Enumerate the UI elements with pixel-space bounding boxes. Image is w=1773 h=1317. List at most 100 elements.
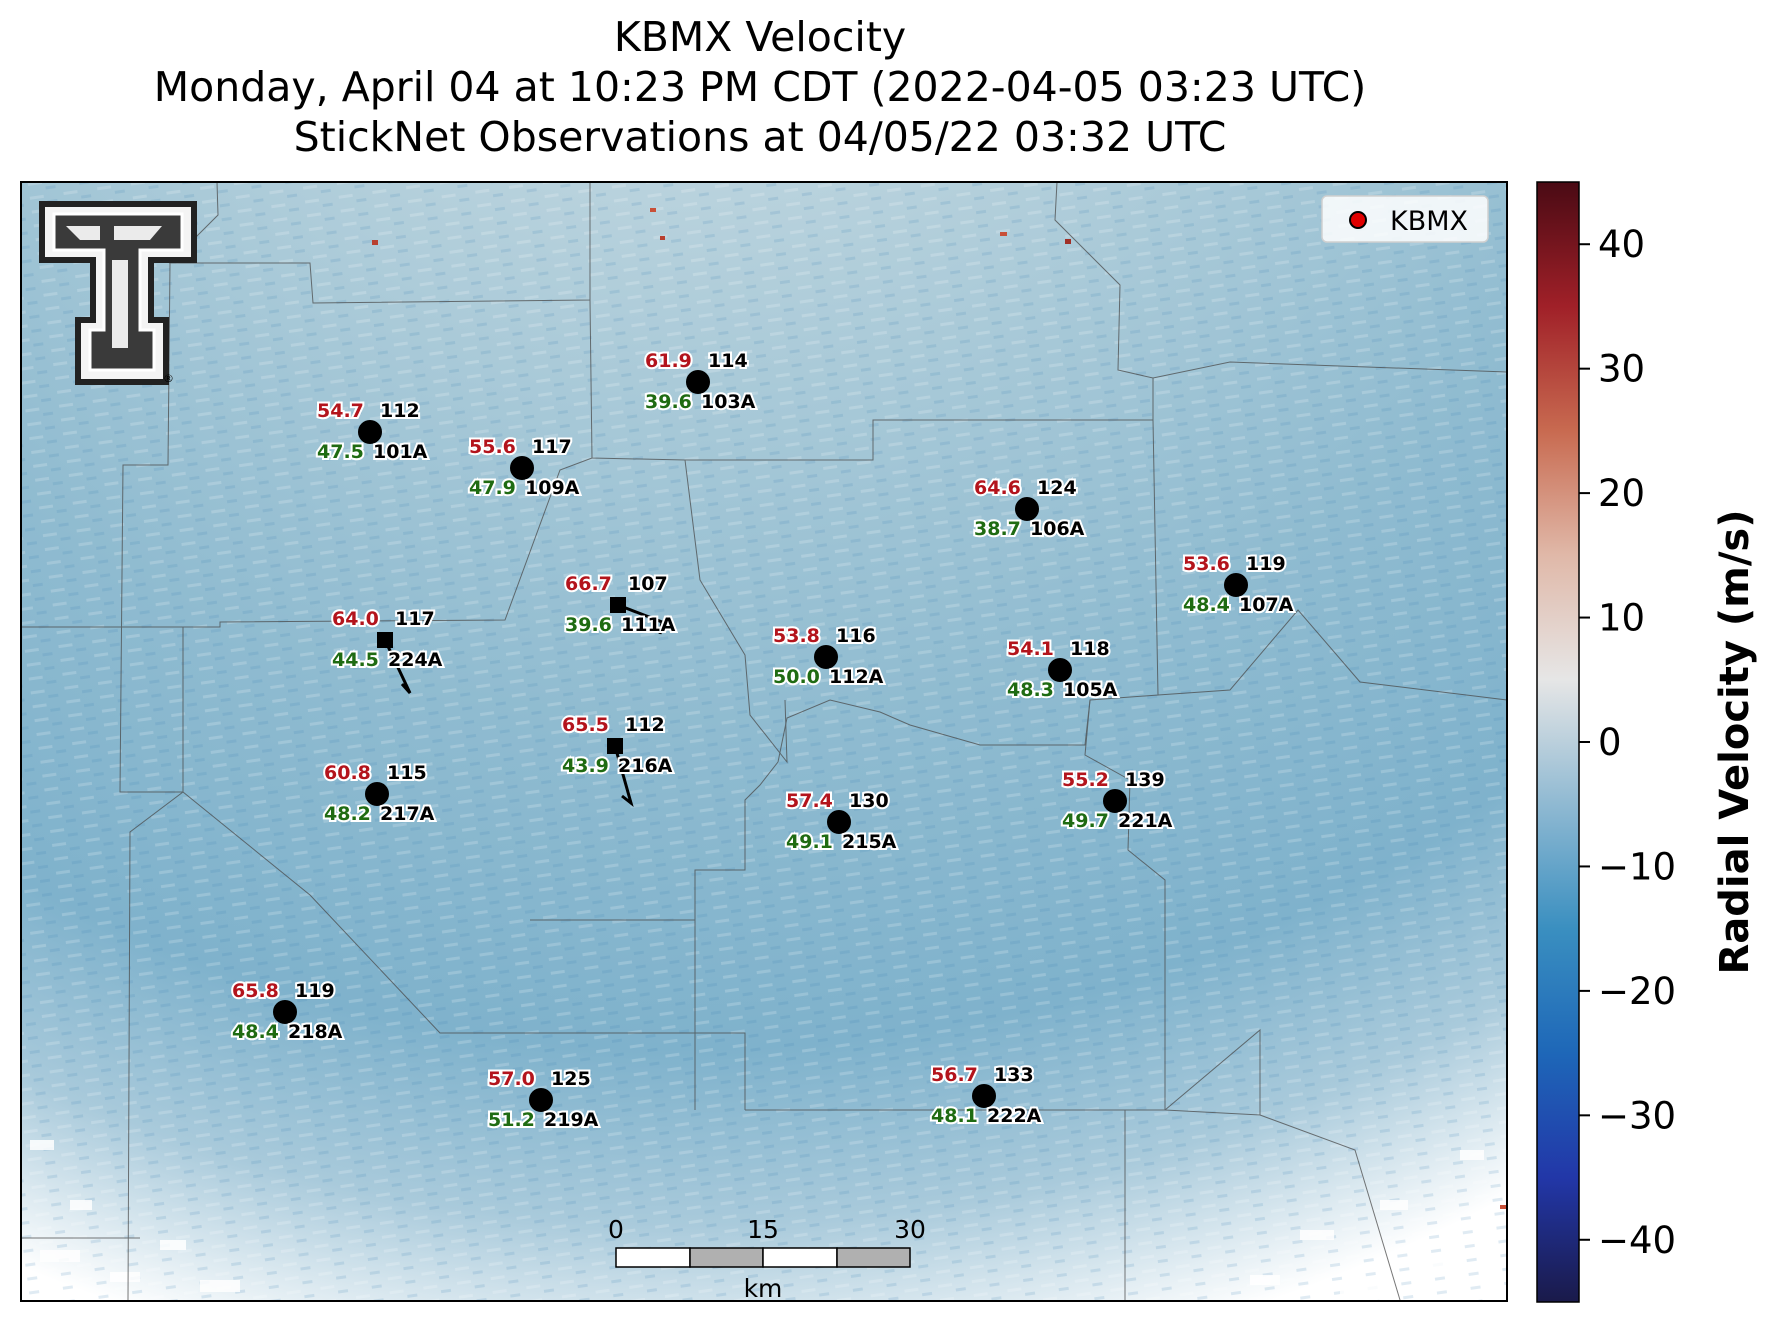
station-circle-marker-icon [972, 1084, 996, 1108]
station-224A[interactable]: 64.0 117 44.5 224A [330, 606, 445, 694]
colorbar-label: Radial Velocity (m/s) [1712, 509, 1758, 974]
station-direction-value: 119 [295, 980, 335, 1002]
station-gust-value: 60.8 [324, 762, 371, 784]
station-106A[interactable]: 64.6 124 38.7 106A [972, 475, 1087, 542]
station-speed-value: 49.7 [1062, 810, 1109, 832]
title-line-2: Monday, April 04 at 10:23 PM CDT (2022-0… [153, 63, 1367, 111]
station-gust-value: 64.0 [332, 608, 379, 630]
station-circle-marker-icon [1015, 497, 1039, 521]
legend: KBMX [1321, 195, 1489, 243]
station-101A[interactable]: 54.7 112 47.5 101A [315, 398, 430, 465]
station-id-label: 216A [618, 755, 673, 777]
station-103A[interactable]: 61.9 114 39.6 103A [643, 348, 758, 415]
station-id-label: 103A [701, 391, 756, 413]
station-direction-value: 119 [1246, 553, 1286, 575]
colorbar-tick-label: −10 [1598, 845, 1676, 888]
station-direction-value: 118 [1070, 638, 1110, 660]
station-circle-marker-icon [1048, 658, 1072, 682]
station-direction-value: 112 [380, 400, 420, 422]
station-215A[interactable]: 57.4 130 49.1 215A [784, 788, 899, 855]
station-speed-value: 49.1 [786, 831, 833, 853]
station-speed-value: 39.6 [645, 391, 692, 413]
station-219A[interactable]: 57.0 125 51.2 219A [486, 1066, 601, 1133]
station-id-label: 107A [1239, 594, 1294, 616]
station-221A[interactable]: 55.2 139 49.7 221A [1060, 767, 1175, 834]
station-circle-marker-icon [1103, 789, 1127, 813]
station-gust-value: 66.7 [565, 573, 612, 595]
scale-label-15: 15 [747, 1215, 779, 1244]
station-112A[interactable]: 53.8 116 50.0 112A [771, 623, 886, 690]
scale-label-0: 0 [608, 1215, 624, 1244]
scale-bar: 0 15 30 km [608, 1215, 926, 1303]
station-107A[interactable]: 53.6 119 48.4 107A [1181, 551, 1296, 618]
station-109A[interactable]: 55.6 117 47.9 109A [467, 434, 582, 501]
station-speed-value: 48.4 [1183, 594, 1230, 616]
colorbar: Radial Velocity (m/s) 40 30 20 10 0 −10 −20 −30… [1536, 181, 1758, 1303]
station-gust-value: 57.0 [488, 1068, 535, 1090]
station-speed-value: 39.6 [565, 614, 612, 636]
colorbar-gradient [1536, 181, 1580, 1303]
station-id-label: 106A [1030, 518, 1085, 540]
station-gust-value: 65.5 [562, 714, 609, 736]
station-218A[interactable]: 65.8 119 48.4 218A [230, 978, 345, 1045]
logo-registered-mark: ® [163, 372, 174, 385]
station-direction-value: 117 [532, 436, 572, 458]
station-gust-value: 53.6 [1183, 553, 1230, 575]
station-217A[interactable]: 60.8 115 48.2 217A [322, 760, 437, 827]
station-circle-marker-icon [529, 1088, 553, 1112]
station-speed-value: 43.9 [562, 755, 609, 777]
station-circle-marker-icon [365, 782, 389, 806]
station-id-label: 109A [525, 477, 580, 499]
county-boundaries [21, 182, 1507, 1301]
station-id-label: 222A [987, 1105, 1042, 1127]
station-gust-value: 64.6 [974, 477, 1021, 499]
station-direction-value: 107 [628, 573, 668, 595]
colorbar-tick-label: −40 [1598, 1219, 1676, 1262]
station-gust-value: 53.8 [773, 625, 820, 647]
radar-texture [21, 182, 1507, 1301]
colorbar-tick-label: 30 [1598, 348, 1645, 391]
radar-noise-pixels [372, 208, 1506, 1209]
colorbar-tick-label: 40 [1598, 223, 1645, 266]
station-speed-value: 50.0 [773, 666, 820, 688]
scale-segment [836, 1247, 911, 1268]
station-square-marker-icon [377, 632, 393, 648]
station-id-label: 217A [380, 803, 435, 825]
scale-label-30: 30 [894, 1215, 926, 1244]
station-speed-value: 48.4 [232, 1021, 279, 1043]
station-gust-value: 61.9 [645, 350, 692, 372]
legend-label: KBMX [1390, 206, 1468, 237]
legend-box [1321, 195, 1489, 243]
station-id-label: 221A [1118, 810, 1173, 832]
station-gust-value: 54.1 [1007, 638, 1054, 660]
station-105A[interactable]: 54.1 118 48.3 105A [1005, 636, 1120, 703]
station-direction-value: 116 [836, 625, 876, 647]
colorbar-tick-label: −20 [1598, 970, 1676, 1013]
station-111A[interactable]: 66.7 107 39.6 111A [563, 571, 678, 638]
wind-barb-icon [617, 603, 664, 635]
station-circle-marker-icon [1224, 573, 1248, 597]
station-222A[interactable]: 56.7 133 48.1 222A [929, 1062, 1044, 1129]
scale-segment [615, 1247, 691, 1268]
station-circle-marker-icon [827, 810, 851, 834]
station-direction-value: 139 [1125, 769, 1165, 791]
station-square-marker-icon [607, 738, 623, 754]
station-circle-marker-icon [686, 370, 710, 394]
station-gust-value: 55.2 [1062, 769, 1109, 791]
colorbar-tick-label: 0 [1598, 721, 1622, 764]
station-speed-value: 38.7 [974, 518, 1021, 540]
station-direction-value: 117 [395, 608, 435, 630]
station-speed-value: 51.2 [488, 1109, 535, 1131]
station-gust-value: 54.7 [317, 400, 364, 422]
station-id-label: 219A [544, 1109, 599, 1131]
texas-tech-logo-icon: ® [39, 201, 197, 385]
station-216A[interactable]: 65.5 112 43.9 216A [560, 712, 675, 807]
station-id-label: 101A [373, 441, 428, 463]
station-speed-value: 47.5 [317, 441, 364, 463]
station-gust-value: 65.8 [232, 980, 279, 1002]
station-direction-value: 115 [387, 762, 427, 784]
scale-segment [762, 1247, 838, 1268]
station-id-label: 215A [842, 831, 897, 853]
sticknet-stations: 54.7 112 47.5 101A 55.6 117 47.9 109A 61.9 114 39.… [230, 348, 1296, 1133]
radar-edge-fringe [30, 1140, 1484, 1297]
